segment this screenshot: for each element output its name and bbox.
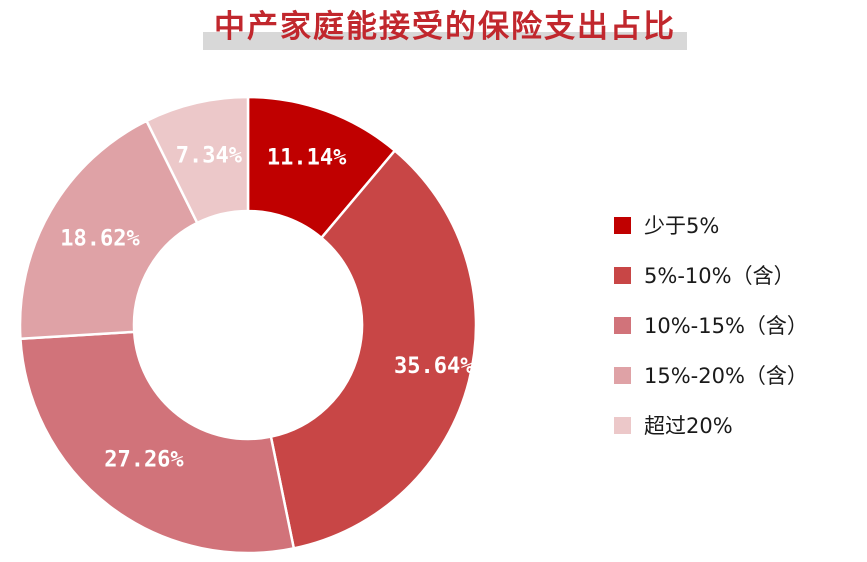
title-underline-bar (203, 32, 687, 50)
legend-label: 10%-15%（含） (644, 314, 808, 338)
legend-swatch (614, 366, 631, 384)
legend-item: 5%-10%（含） (614, 250, 864, 300)
slice-data-label: 18.62% (60, 226, 140, 251)
legend-swatch (614, 216, 631, 234)
donut-slice (144, 95, 250, 225)
legend-item: 少于5% (614, 200, 864, 250)
legend-item: 超过20% (614, 400, 864, 450)
legend-label: 15%-20%（含） (644, 364, 808, 388)
legend-swatch (614, 316, 631, 334)
donut-slices (18, 95, 478, 555)
slice-data-label: 27.26% (104, 448, 184, 473)
title-block: 中产家庭能接受的保险支出占比 (203, 8, 687, 50)
donut-slice (269, 148, 478, 550)
legend-item: 10%-15%（含） (614, 300, 864, 350)
legend-item: 15%-20%（含） (614, 350, 864, 400)
donut-data-labels: 11.14% 35.64% 27.26% 18.62% 7.34% (60, 144, 474, 473)
legend-label: 超过20% (644, 414, 733, 438)
chart-legend: 少于5% 5%-10%（含） 10%-15%（含） 15%-20%（含） 超过20% (614, 200, 864, 450)
slice-data-label: 11.14% (267, 145, 347, 170)
legend-label: 少于5% (644, 214, 720, 238)
slice-data-label: 35.64% (394, 354, 474, 379)
donut-slice (18, 119, 199, 341)
legend-label: 5%-10%（含） (644, 264, 795, 288)
legend-swatch (614, 266, 631, 284)
chart-title: 中产家庭能接受的保险支出占比 (214, 9, 676, 45)
legend-swatch (614, 416, 631, 434)
slice-data-label: 7.34% (176, 144, 243, 169)
donut-slice (19, 330, 296, 555)
